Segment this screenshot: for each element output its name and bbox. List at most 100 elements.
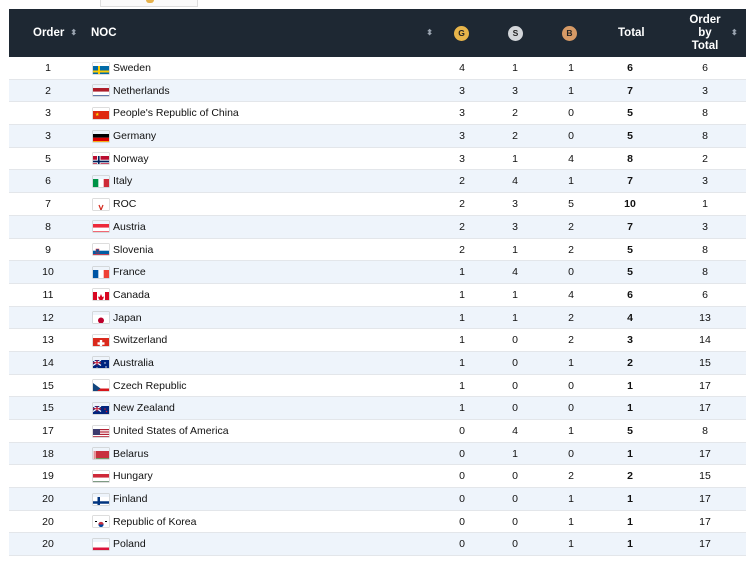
order-cell: 5 bbox=[45, 152, 51, 165]
noc-name[interactable]: Belarus bbox=[113, 447, 149, 460]
noc-name[interactable]: Germany bbox=[113, 130, 157, 143]
total-cell: 1 bbox=[627, 402, 633, 415]
silver-cell: 3 bbox=[512, 198, 518, 211]
order-by-total-sort[interactable]: ⬍ bbox=[731, 9, 738, 57]
hungary-flag-icon bbox=[93, 471, 109, 482]
silver-cell: 0 bbox=[512, 334, 518, 347]
silver-column-header[interactable]: S bbox=[508, 9, 523, 57]
bronze-cell: 1 bbox=[568, 493, 574, 506]
partial-tab[interactable] bbox=[100, 0, 198, 7]
noc-name[interactable]: ROC bbox=[113, 198, 137, 211]
noc-name[interactable]: United States of America bbox=[113, 425, 229, 437]
order-column-header[interactable]: Order ⬍ bbox=[33, 9, 77, 57]
noc-name[interactable]: Netherlands bbox=[113, 84, 170, 97]
order-cell: 3 bbox=[45, 130, 51, 143]
total-cell: 2 bbox=[627, 470, 633, 483]
bronze-cell: 5 bbox=[568, 198, 574, 211]
order-cell: 11 bbox=[42, 288, 54, 301]
noc-name[interactable]: Sweden bbox=[113, 62, 151, 74]
bronze-cell: 1 bbox=[568, 62, 574, 74]
poland-flag-icon bbox=[93, 539, 109, 550]
table-row: 3 ★ People's Republic of China 3 2 0 5 8 bbox=[9, 102, 746, 126]
noc-name[interactable]: Austria bbox=[113, 220, 146, 233]
noc-name[interactable]: Hungary bbox=[113, 470, 153, 483]
austria-flag-icon bbox=[93, 221, 109, 233]
italy-flag-icon bbox=[93, 176, 109, 187]
total-cell: 10 bbox=[624, 198, 636, 211]
order-by-total-cell: 3 bbox=[702, 220, 708, 233]
total-cell: 1 bbox=[627, 379, 633, 392]
order-by-total-cell: 14 bbox=[699, 334, 711, 347]
order-cell: 2 bbox=[45, 84, 51, 97]
gold-cell: 1 bbox=[459, 334, 465, 347]
bronze-cell: 2 bbox=[568, 220, 574, 233]
order-cell: 20 bbox=[42, 538, 54, 551]
bronze-cell: 0 bbox=[568, 402, 574, 415]
sweden-flag-icon bbox=[93, 63, 109, 74]
total-cell: 3 bbox=[627, 334, 633, 347]
sort-icon[interactable]: ⬍ bbox=[426, 28, 433, 37]
noc-name[interactable]: Finland bbox=[113, 493, 148, 506]
bronze-cell: 2 bbox=[568, 334, 574, 347]
order-by-total-column-header[interactable]: Order by Total bbox=[681, 9, 729, 57]
gold-cell: 0 bbox=[459, 538, 465, 551]
sort-icon[interactable]: ⬍ bbox=[731, 28, 738, 37]
noc-column-header[interactable]: NOC ⬍ bbox=[91, 9, 433, 57]
order-cell: 10 bbox=[42, 266, 54, 279]
noc-name[interactable]: Norway bbox=[113, 152, 149, 165]
noc-name[interactable]: Czech Republic bbox=[113, 379, 187, 392]
noc-cell: Germany bbox=[93, 125, 393, 147]
sort-icon[interactable]: ⬍ bbox=[70, 28, 78, 37]
belarus-flag-icon bbox=[93, 448, 109, 460]
silver-cell: 0 bbox=[512, 493, 518, 506]
noc-name[interactable]: New Zealand bbox=[113, 402, 175, 415]
order-cell: 9 bbox=[45, 243, 51, 256]
noc-name[interactable]: Poland bbox=[113, 538, 146, 551]
gold-column-header[interactable]: G bbox=[454, 9, 469, 57]
bronze-column-header[interactable]: B bbox=[562, 9, 577, 57]
gold-cell: 1 bbox=[459, 379, 465, 392]
total-cell: 5 bbox=[627, 243, 633, 256]
order-by-total-cell: 17 bbox=[699, 379, 711, 392]
noc-name[interactable]: Slovenia bbox=[113, 243, 154, 256]
table-row: 14 Australia 1 0 1 2 15 bbox=[9, 351, 746, 375]
noc-cell: Australia bbox=[93, 352, 393, 374]
australia-flag-icon bbox=[93, 357, 109, 369]
silver-cell: 1 bbox=[512, 152, 518, 165]
noc-name[interactable]: Italy bbox=[113, 175, 133, 188]
table-row: 15 New Zealand 1 0 0 1 17 bbox=[9, 397, 746, 420]
gold-cell: 0 bbox=[459, 493, 465, 506]
noc-name[interactable]: Switzerland bbox=[113, 334, 168, 347]
noc-cell: Finland bbox=[93, 488, 393, 510]
table-row: 13 Switzerland 1 0 2 3 14 bbox=[9, 329, 746, 352]
table-row: 2 Netherlands 3 3 1 7 3 bbox=[9, 79, 746, 103]
total-cell: 1 bbox=[627, 538, 633, 551]
noc-cell: Slovenia bbox=[93, 239, 393, 261]
slovenia-flag-icon bbox=[93, 244, 109, 255]
noc-name[interactable]: Japan bbox=[113, 311, 142, 324]
france-flag-icon bbox=[93, 267, 109, 278]
noc-name[interactable]: Canada bbox=[113, 288, 150, 301]
gold-cell: 3 bbox=[459, 84, 465, 97]
gold-cell: 4 bbox=[459, 62, 465, 74]
noc-name[interactable]: Republic of Korea bbox=[113, 515, 197, 528]
order-by-total-cell: 8 bbox=[702, 266, 708, 279]
total-cell: 1 bbox=[627, 493, 633, 506]
noc-name[interactable]: France bbox=[113, 266, 146, 279]
gold-cell: 0 bbox=[459, 470, 465, 483]
noc-cell: Belarus bbox=[93, 443, 393, 465]
total-cell: 5 bbox=[627, 266, 633, 279]
bronze-cell: 1 bbox=[568, 425, 574, 437]
order-cell: 18 bbox=[42, 447, 54, 460]
silver-cell: 0 bbox=[512, 379, 518, 392]
bronze-cell: 4 bbox=[568, 288, 574, 301]
total-cell: 2 bbox=[627, 356, 633, 369]
noc-name[interactable]: People's Republic of China bbox=[113, 107, 239, 120]
silver-cell: 4 bbox=[512, 175, 518, 188]
table-row: 9 Slovenia 2 1 2 5 8 bbox=[9, 239, 746, 262]
silver-medal-icon: S bbox=[508, 25, 523, 41]
noc-name[interactable]: Australia bbox=[113, 356, 154, 369]
total-column-header[interactable]: Total bbox=[618, 9, 645, 57]
order-cell: 20 bbox=[42, 515, 54, 528]
silver-cell: 4 bbox=[512, 425, 518, 437]
